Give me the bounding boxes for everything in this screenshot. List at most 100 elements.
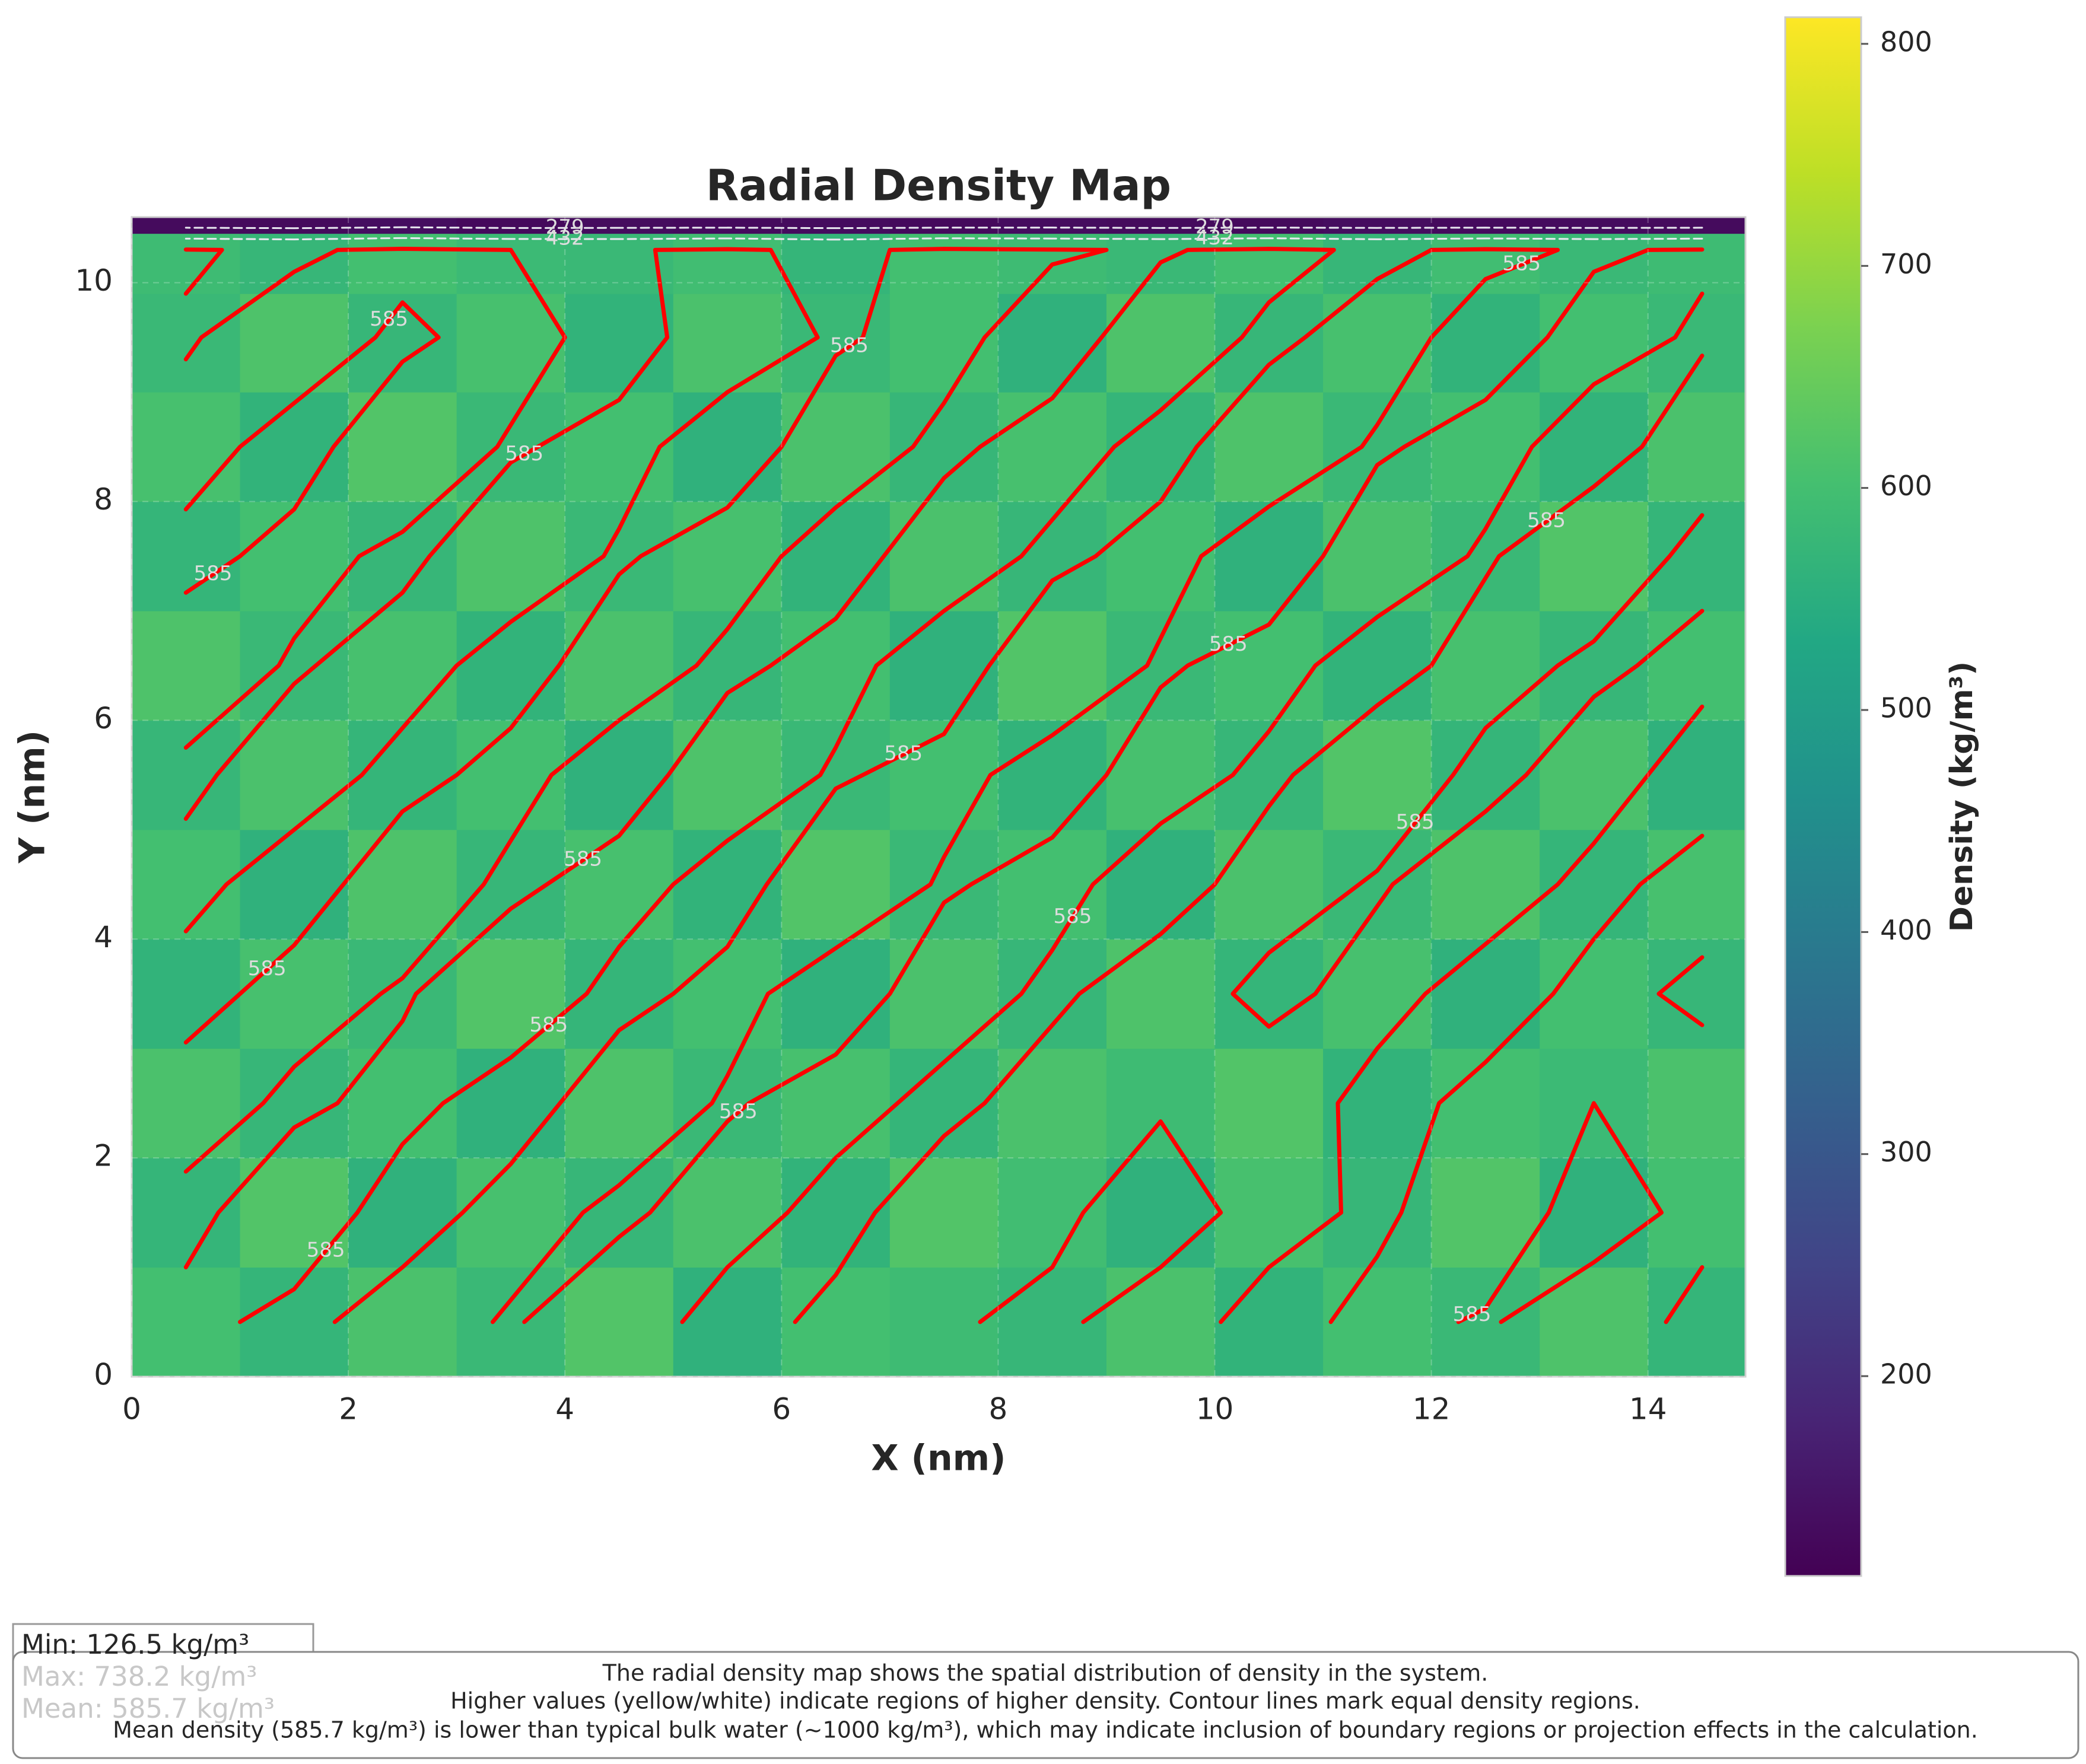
stat-mean: Mean: 585.7 kg/m³	[21, 1693, 275, 1724]
contour-label: 585	[1502, 251, 1541, 275]
heatmap-cell	[132, 294, 241, 393]
heatmap-cell	[781, 720, 891, 830]
heatmap-cell	[673, 1158, 782, 1268]
heatmap-cell	[1540, 1267, 1649, 1377]
heatmap-cell	[1540, 501, 1649, 612]
heatmap-cell	[240, 1158, 349, 1268]
heatmap-cell	[1323, 939, 1432, 1049]
heatmap-cell	[1648, 1158, 1745, 1268]
heatmap-cell	[781, 1267, 891, 1377]
heatmap-cell	[1323, 610, 1432, 721]
heatmap-cell	[1106, 720, 1216, 830]
heatmap-cell	[348, 1158, 457, 1268]
heatmap-cell	[456, 392, 565, 502]
heatmap-cell	[1431, 829, 1540, 940]
heatmap-cell	[889, 1158, 999, 1268]
contour-label: 585	[719, 1100, 758, 1123]
heatmap-cell	[1214, 233, 1324, 294]
heatmap-cell	[889, 217, 999, 234]
heatmap-cell	[456, 501, 565, 612]
heatmap-cell	[1106, 829, 1216, 940]
heatmap-cell	[1540, 1158, 1649, 1268]
colorbar-tick-label: 200	[1880, 1358, 1932, 1390]
heatmap-cell	[565, 217, 674, 234]
heatmap-cell	[132, 1158, 241, 1268]
stat-max: Max: 738.2 kg/m³	[21, 1661, 257, 1692]
caption-box	[12, 1651, 2079, 1759]
heatmap-cell	[240, 939, 349, 1049]
heatmap-cell	[889, 1048, 999, 1158]
y-tick-label: 4	[94, 920, 113, 954]
heatmap-cell	[1323, 720, 1432, 830]
x-tick-label: 6	[772, 1392, 791, 1427]
stat-min: Min: 126.5 kg/m³	[21, 1629, 249, 1660]
colorbar-tick-label: 800	[1880, 26, 1932, 58]
heatmap-cell	[1214, 1158, 1324, 1268]
x-tick-label: 12	[1413, 1392, 1451, 1427]
heatmap-cell	[1648, 829, 1745, 940]
heatmap-cell	[781, 217, 891, 234]
chart-title: Radial Density Map	[706, 161, 1171, 211]
heatmap-cell	[132, 233, 241, 294]
heatmap-cell	[132, 501, 241, 612]
heatmap-cell	[348, 392, 457, 502]
heatmap-cell	[889, 610, 999, 721]
heatmap-cell	[240, 1267, 349, 1377]
heatmap-cell	[1648, 217, 1745, 234]
heatmap-cell	[348, 1267, 457, 1377]
y-tick-label: 0	[94, 1358, 113, 1392]
heatmap-cell	[1214, 294, 1324, 393]
colorbar-tick-label: 700	[1880, 248, 1932, 280]
heatmap-cell	[673, 720, 782, 830]
heatmap-cell	[240, 217, 349, 234]
heatmap-cell	[1540, 233, 1649, 294]
heatmap-cell	[1431, 939, 1540, 1049]
contour-label: 585	[1453, 1303, 1492, 1326]
x-axis-label: X (nm)	[871, 1438, 1006, 1479]
heatmap-cell	[240, 829, 349, 940]
heatmap-cell	[1431, 217, 1540, 234]
heatmap-cell	[1323, 1267, 1432, 1377]
heatmap-cell	[1648, 1267, 1745, 1377]
heatmap-cell	[1106, 939, 1216, 1049]
heatmap-cell	[673, 939, 782, 1049]
heatmap-cell	[456, 233, 565, 294]
heatmap-cell	[240, 294, 349, 393]
heatmap-cell	[565, 829, 674, 940]
heatmap-cell	[1648, 233, 1745, 294]
heatmap-cell	[998, 1048, 1107, 1158]
heatmap-cell	[673, 829, 782, 940]
heatmap-cell	[565, 501, 674, 612]
x-tick-label: 14	[1629, 1392, 1667, 1427]
heatmap-cell	[456, 939, 565, 1049]
x-tick-label: 4	[555, 1392, 574, 1427]
contour-label: 585	[884, 742, 923, 766]
y-tick-label: 8	[94, 482, 113, 517]
heatmap-cell	[132, 1267, 241, 1377]
heatmap-cell	[240, 392, 349, 502]
heatmap-cell	[1106, 501, 1216, 612]
y-tick-label: 6	[94, 701, 113, 735]
heatmap-cell	[1648, 392, 1745, 502]
contour-label: 585	[248, 957, 287, 980]
heatmap-cell	[1648, 939, 1745, 1049]
heatmap-cell	[889, 829, 999, 940]
heatmap-cell	[889, 939, 999, 1049]
heatmap-cell	[348, 939, 457, 1049]
heatmap-cell	[1540, 939, 1649, 1049]
contour-line	[183, 247, 1705, 1324]
heatmap-cell	[673, 392, 782, 502]
heatmap-cell	[1540, 294, 1649, 393]
contour-label: 432	[546, 226, 584, 250]
heatmap-cell	[348, 610, 457, 721]
contour-label: 279	[1195, 215, 1234, 239]
heatmap-cell	[240, 610, 349, 721]
contour-label: 279	[546, 215, 584, 239]
heatmap-cell	[673, 1048, 782, 1158]
heatmap-cell	[1106, 1158, 1216, 1268]
contour-label: 585	[505, 442, 543, 466]
heatmap-cell	[998, 829, 1107, 940]
heatmap-cell	[781, 501, 891, 612]
